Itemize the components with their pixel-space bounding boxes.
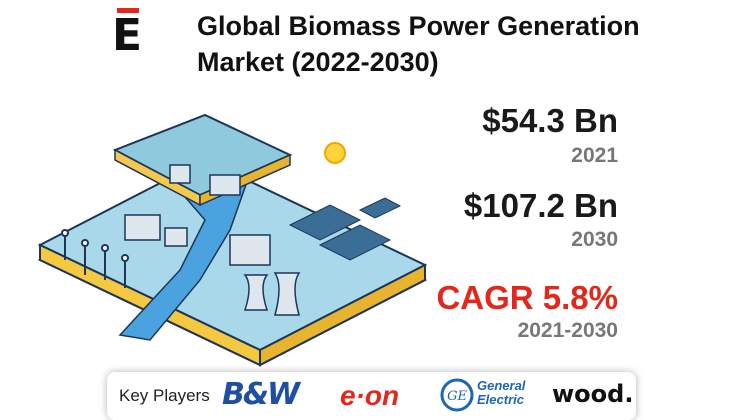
stat-label: 2021-2030 bbox=[517, 319, 618, 342]
logo-bar bbox=[117, 8, 139, 13]
player-logo: e·on bbox=[340, 380, 400, 411]
stat-label: 2021 bbox=[571, 144, 618, 167]
logo: E bbox=[112, 10, 143, 61]
player-logo: B&W bbox=[222, 377, 300, 412]
stat-value: $107.2 Bn bbox=[463, 187, 618, 224]
key-players-bar: Key Players B&W e·on GE General Electric… bbox=[107, 372, 636, 420]
title: Global Biomass Power Generation Market (… bbox=[197, 11, 640, 77]
ge-emblem: GE bbox=[440, 378, 474, 412]
stat-label: 2030 bbox=[571, 228, 618, 251]
player-logo: General Electric bbox=[477, 378, 526, 407]
player-logo: wood. bbox=[552, 380, 634, 408]
key-players-label: Key Players bbox=[119, 386, 210, 405]
stat-value: CAGR 5.8% bbox=[436, 279, 618, 316]
svg-text:GE: GE bbox=[447, 389, 467, 404]
stat-value: $54.3 Bn bbox=[482, 102, 618, 139]
illustration bbox=[37, 113, 428, 367]
